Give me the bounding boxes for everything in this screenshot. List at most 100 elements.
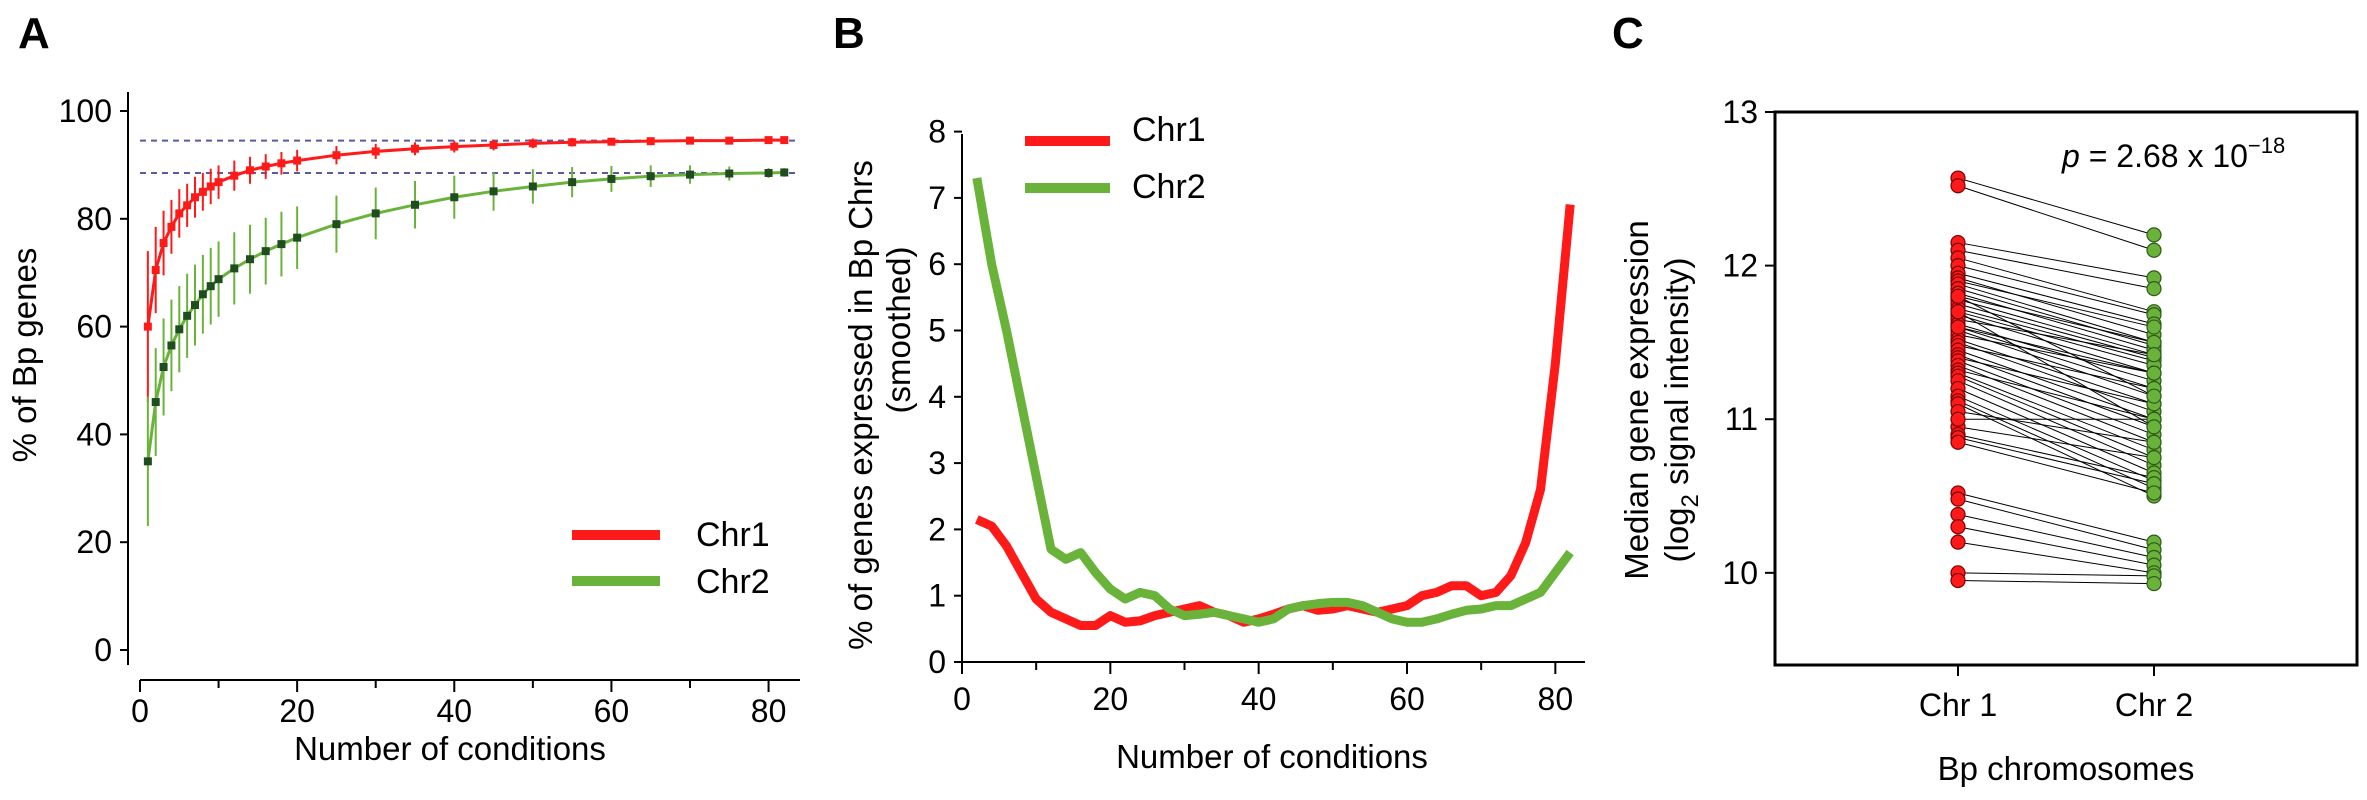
panel-a-point-chr1	[198, 187, 207, 196]
panel-a-legend-label-chr2: Chr2	[696, 563, 770, 601]
panel-a-point-chr1	[277, 159, 286, 168]
panel-a-point-chr1	[450, 142, 459, 151]
panel-c-point-chr1	[1950, 304, 1966, 320]
panel-a-point-chr1	[568, 138, 577, 147]
panel-c-pair-line	[1957, 283, 2155, 343]
panel-a-point-chr1	[151, 266, 160, 275]
panel-c-y-axis-label-log: (log	[1658, 507, 1695, 562]
panel-c-pair-line	[1957, 272, 2155, 325]
panel-b-y-tick-label: 8	[928, 114, 946, 150]
panel-a-y-tick-label: 20	[76, 524, 112, 560]
panel-a-point-chr1	[167, 222, 176, 231]
panel-c-pair-line	[1957, 411, 2155, 443]
panel-c-pair-line	[1957, 177, 2155, 236]
panel-c-pair-line	[1957, 338, 2155, 405]
panel-c-p-exponent: −18	[2248, 133, 2285, 158]
panel-a-point-chr2	[191, 301, 199, 310]
panel-c-pair-line	[1957, 572, 2155, 577]
panel-a-point-chr2	[151, 398, 160, 407]
panel-b-y-tick-label: 1	[928, 578, 946, 614]
panel-b-line-chr2	[972, 177, 1574, 627]
panel-c-frame	[1773, 110, 2359, 667]
panel-b-legend: Chr1 Chr2	[1025, 111, 1206, 206]
panel-a-line-chr2	[146, 170, 785, 462]
panel-c-pair-line	[1957, 341, 2155, 413]
panel-c-point-chr2	[2146, 347, 2162, 363]
panel-a-point-chr2	[725, 169, 734, 178]
panel-a-y-tick-label: 80	[76, 201, 112, 237]
panel-c-point-chr2	[2146, 365, 2162, 381]
panel-c-pair-line	[1957, 326, 2155, 389]
panel-c-point-chr1	[1950, 319, 1966, 335]
panel-a-x-tick-label: 80	[751, 693, 787, 729]
panel-a-point-chr2	[489, 187, 498, 196]
panel-b-x-tick-label: 0	[953, 681, 971, 717]
panel-a-point-chr1	[686, 136, 694, 145]
panel-a-point-chr2	[214, 275, 223, 284]
panel-b-y-tick-label: 7	[928, 180, 946, 216]
panel-a-point-chr1	[293, 156, 302, 165]
panel-c-p-symbol: p	[2061, 138, 2080, 174]
panel-c-y-axis-label-rest: signal intensity)	[1658, 258, 1695, 495]
panel-c-point-chr1	[1950, 491, 1966, 507]
panel-a-x-tick-label: 0	[131, 693, 149, 729]
panel-c-y-tick-label: 11	[1725, 401, 1758, 437]
panel-c-y-tick-label: 13	[1722, 94, 1758, 130]
panel-c-pair-line	[1957, 513, 2155, 558]
panel-c-pair-line	[1957, 400, 2155, 489]
panel-a-point-chr2	[371, 209, 380, 218]
panel-c-point-chr2	[2146, 450, 2162, 466]
panel-a-x-tick-label: 20	[279, 693, 315, 729]
panel-a-point-chr2	[686, 170, 694, 179]
panel-c-p-equation: = 2.68 x 10	[2080, 138, 2248, 174]
panel-b-legend-label-chr1: Chr1	[1132, 111, 1206, 149]
panel-a-point-chr1	[725, 136, 734, 145]
panel-a-point-chr2	[646, 172, 655, 181]
panel-c-point-chr1	[1950, 519, 1966, 535]
panel-a-point-chr2	[167, 341, 176, 350]
panel-c-pair-line	[1957, 265, 2155, 316]
panel-a-point-chr2	[607, 174, 616, 183]
panel-c-pair-line	[1957, 388, 2155, 474]
panel-letter-c: C	[1612, 9, 1644, 58]
panel-b-y-tick-label: 6	[928, 246, 946, 282]
panel-b-x-tick-label: 80	[1538, 681, 1574, 717]
panel-c: 10 11 12 13 Chr 1 Chr 2 Bp chromosomes Median…	[1618, 94, 2359, 787]
panel-c-pair-line	[1957, 280, 2155, 328]
panel-c-p-value: p = 2.68 x 10−18	[2061, 133, 2285, 174]
panel-c-pair-line	[1957, 277, 2155, 336]
panel-c-pair-line	[1957, 345, 2155, 389]
panel-a-plot: 0 20 40 60 80 100 0 20 40 60 80	[59, 92, 800, 729]
panel-a-point-chr1	[159, 239, 168, 248]
panel-a-y-tick-label: 0	[94, 632, 112, 668]
panel-b-x-tick-label: 40	[1241, 681, 1277, 717]
panel-a-point-chr1	[143, 322, 152, 331]
panel-c-pair-line	[1957, 292, 2155, 351]
panel-c-pair-line	[1957, 295, 2155, 343]
panel-a-point-chr1	[411, 144, 419, 153]
panel-a: 0 20 40 60 80 100 0 20 40 60 80 Number of conditio…	[6, 92, 800, 767]
panel-a-point-chr1	[489, 140, 498, 149]
panel-a-point-chr2	[332, 220, 341, 229]
panel-c-y-axis-label-line1: Median gene expression	[1618, 220, 1655, 580]
panel-letter-b: B	[833, 9, 865, 58]
panel-c-pair-line	[1957, 395, 2155, 482]
panel-b-y-axis-label-line2: (smoothed)	[880, 247, 917, 414]
panel-a-point-chr2	[175, 325, 184, 334]
panel-c-pair-line	[1957, 311, 2155, 366]
panel-a-y-tick-label: 40	[76, 416, 112, 452]
panel-c-pair-line	[1957, 257, 2155, 313]
panel-a-point-chr1	[371, 147, 380, 156]
panel-b-x-axis-label: Number of conditions	[1116, 738, 1428, 775]
panel-a-point-chr2	[780, 168, 789, 177]
panel-a-point-chr2	[764, 168, 773, 177]
panel-c-point-chr2	[2146, 485, 2162, 501]
panel-c-pair-line	[1957, 426, 2155, 459]
panel-a-legend: Chr1 Chr2	[572, 516, 770, 601]
panel-c-pair-line	[1957, 323, 2155, 382]
panel-a-point-chr1	[528, 139, 537, 148]
panel-c-y-axis-label-sub: 2	[1677, 494, 1704, 507]
panel-c-pair-line	[1957, 526, 2155, 566]
panel-c-pair-line	[1957, 326, 2155, 374]
